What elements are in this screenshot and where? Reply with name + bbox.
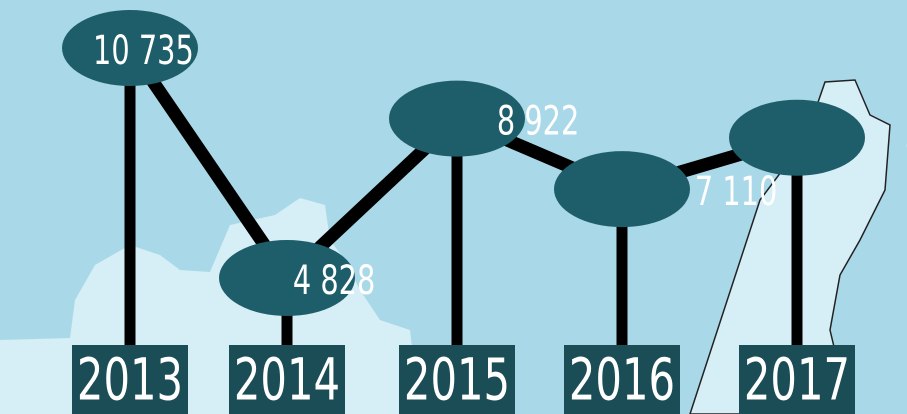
x-tick-label: 2016 bbox=[569, 346, 675, 413]
year-box bbox=[739, 345, 855, 414]
x-tick-label: 2015 bbox=[404, 346, 510, 413]
x-tick-label: 2013 bbox=[77, 346, 183, 413]
year-box bbox=[229, 345, 345, 414]
year-box bbox=[72, 345, 188, 414]
x-tick-label: 2017 bbox=[744, 346, 850, 413]
year-box bbox=[564, 345, 680, 414]
year-box bbox=[399, 345, 515, 414]
value-bubble bbox=[389, 80, 525, 157]
value-label: 7 110 bbox=[695, 167, 777, 214]
value-bubble bbox=[219, 240, 355, 316]
value-bubble bbox=[729, 99, 865, 176]
value-label: 8 922 bbox=[497, 97, 579, 144]
value-bubble bbox=[62, 10, 198, 86]
value-label: 10 735 bbox=[93, 26, 194, 73]
x-tick-label: 2014 bbox=[234, 346, 340, 413]
value-bubble bbox=[554, 151, 690, 228]
value-label: 4 828 bbox=[293, 256, 375, 303]
value-label: 8 431 bbox=[905, 116, 907, 163]
